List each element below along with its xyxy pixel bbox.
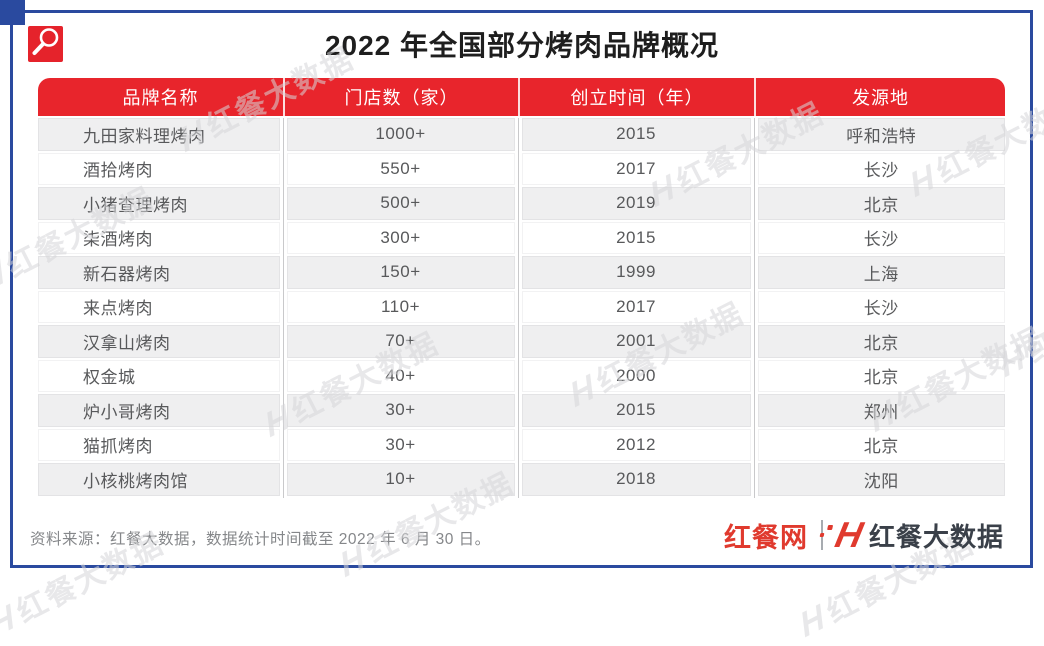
table-row: 新石器烤肉 150+ 1999 上海	[38, 256, 1005, 289]
cell-brand: 猫抓烤肉	[38, 428, 280, 461]
cell-brand: 权金城	[38, 359, 280, 392]
cell-founded: 2015	[521, 221, 751, 254]
table-row: 小核桃烤肉馆 10+ 2018 沈阳	[38, 463, 1005, 496]
cell-origin: 北京	[757, 325, 1005, 358]
cell-stores: 40+	[286, 359, 515, 392]
cell-stores: 30+	[286, 394, 515, 427]
table-row: 酒拾烤肉 550+ 2017 长沙	[38, 152, 1005, 185]
hongcanwang-logo: 红餐网	[723, 522, 808, 553]
cell-founded: 1999	[521, 256, 751, 289]
hongcan-bigdata-label: 红餐大数据	[868, 521, 1004, 552]
cell-stores: 70+	[286, 325, 515, 358]
brand-bar: 红餐网 H 红餐大数据	[724, 514, 1004, 556]
cell-stores: 550+	[286, 152, 515, 185]
page-title: 2022 年全国部分烤肉品牌概况	[324, 30, 720, 61]
cell-stores: 500+	[286, 187, 515, 220]
cell-founded: 2017	[521, 290, 751, 323]
column-header-stores: 门店数（家）	[283, 78, 518, 116]
cell-founded: 2017	[521, 152, 751, 185]
table-row: 权金城 40+ 2000 北京	[38, 359, 1005, 392]
cell-origin: 长沙	[757, 221, 1005, 254]
cell-founded: 2015	[521, 394, 751, 427]
column-header-origin: 发源地	[754, 78, 1005, 116]
cell-origin: 北京	[757, 187, 1005, 220]
cell-origin: 长沙	[757, 152, 1005, 185]
cell-origin: 北京	[757, 359, 1005, 392]
cell-brand: 小猪查理烤肉	[38, 187, 280, 220]
cell-brand: 汉拿山烤肉	[38, 325, 280, 358]
cell-brand: 柒酒烤肉	[38, 221, 280, 254]
page-border-frame	[10, 10, 1033, 568]
cell-origin: 长沙	[757, 290, 1005, 323]
table-row: 九田家料理烤肉 1000+ 2015 呼和浩特	[38, 118, 1005, 151]
column-header-founded: 创立时间（年）	[518, 78, 754, 116]
cell-origin: 呼和浩特	[757, 118, 1005, 151]
column-header-brand: 品牌名称	[122, 88, 199, 108]
column-divider-line	[753, 118, 755, 498]
corner-accent-square	[0, 0, 25, 25]
search-badge	[28, 26, 63, 62]
column-divider-line	[282, 118, 284, 498]
cell-founded: 2015	[521, 118, 751, 151]
cell-brand: 新石器烤肉	[38, 256, 280, 289]
cell-stores: 1000+	[286, 118, 515, 151]
cell-brand: 来点烤肉	[38, 290, 280, 323]
cell-origin: 北京	[757, 428, 1005, 461]
magnifier-icon	[28, 24, 63, 65]
cell-founded: 2018	[521, 463, 751, 496]
h-logo-icon: H	[819, 514, 866, 555]
hongcan-bigdata-logo: H 红餐大数据	[819, 514, 1004, 555]
brand-table: 品牌名称 门店数（家） 创立时间（年） 发源地 九田家料理烤肉 1000+ 2015…	[38, 78, 1005, 498]
cell-origin: 上海	[757, 256, 1005, 289]
column-divider-line	[517, 118, 519, 498]
table-row: 猫抓烤肉 30+ 2012 北京	[38, 428, 1005, 461]
table-row: 炉小哥烤肉 30+ 2015 郑州	[38, 394, 1005, 427]
cell-brand: 小核桃烤肉馆	[38, 463, 280, 496]
cell-brand: 酒拾烤肉	[38, 152, 280, 185]
cell-stores: 10+	[286, 463, 515, 496]
table-row: 汉拿山烤肉 70+ 2001 北京	[38, 325, 1005, 358]
cell-brand: 九田家料理烤肉	[38, 118, 280, 151]
table-body: 九田家料理烤肉 1000+ 2015 呼和浩特 酒拾烤肉 550+ 2017 长沙 小猪查理烤肉…	[38, 118, 1005, 496]
cell-origin: 郑州	[757, 394, 1005, 427]
table-header-row: 品牌名称 门店数（家） 创立时间（年） 发源地	[38, 78, 1005, 116]
table-row: 柒酒烤肉 300+ 2015 长沙	[38, 221, 1005, 254]
cell-stores: 150+	[286, 256, 515, 289]
table-row: 小猪查理烤肉 500+ 2019 北京	[38, 187, 1005, 220]
cell-brand: 炉小哥烤肉	[38, 394, 280, 427]
cell-founded: 2012	[521, 428, 751, 461]
cell-founded: 2001	[521, 325, 751, 358]
cell-stores: 110+	[286, 290, 515, 323]
cell-origin: 沈阳	[757, 463, 1005, 496]
cell-stores: 300+	[286, 221, 515, 254]
cell-stores: 30+	[286, 428, 515, 461]
table-row: 来点烤肉 110+ 2017 长沙	[38, 290, 1005, 323]
cell-founded: 2000	[521, 359, 751, 392]
cell-founded: 2019	[521, 187, 751, 220]
source-note: 资料来源：红餐大数据，数据统计时间截至 2022 年 6 月 30 日。	[30, 531, 491, 548]
